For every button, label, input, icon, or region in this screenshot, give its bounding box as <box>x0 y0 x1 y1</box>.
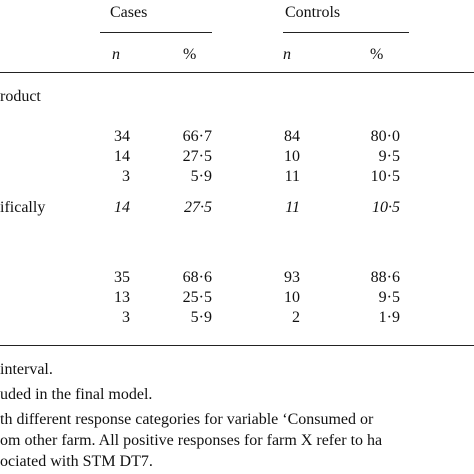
group-rule <box>100 32 212 33</box>
cell: 68·6 <box>182 269 212 286</box>
cell: 2 <box>292 309 300 326</box>
column-header: % <box>183 46 197 63</box>
column-header: % <box>370 46 384 63</box>
row-label: roduct <box>0 88 41 105</box>
cell: 10·5 <box>370 168 400 185</box>
cell: 25·5 <box>182 289 212 306</box>
cell: 34 <box>114 128 130 145</box>
cell: 10·5 <box>372 199 400 216</box>
cell: 27·5 <box>184 199 212 216</box>
cell: 3 <box>122 309 130 326</box>
footnote: interval. <box>0 361 53 378</box>
footnote: om other farm. All positive responses fo… <box>0 432 383 449</box>
cell: 3 <box>122 168 130 185</box>
cell: 80·0 <box>370 128 400 145</box>
footnote: uded in the final model. <box>0 386 153 403</box>
group-header: Cases <box>110 4 148 21</box>
cell: 88·6 <box>370 269 400 286</box>
footnote: ociated with STM DT7. <box>0 453 153 470</box>
cell: 13 <box>114 289 130 306</box>
group-rule <box>283 32 409 33</box>
cell: 1·9 <box>378 309 400 326</box>
cell: 11 <box>285 199 300 216</box>
row-label: ifically <box>0 199 46 216</box>
cell: 93 <box>284 269 300 286</box>
group-header: Controls <box>285 4 341 21</box>
cell: 84 <box>284 128 300 145</box>
cell: 10 <box>284 289 300 306</box>
table-rule <box>0 345 474 346</box>
cell: 27·5 <box>182 148 212 165</box>
header-rule <box>0 72 474 73</box>
cell: 5·9 <box>190 168 212 185</box>
cell: 66·7 <box>182 128 212 145</box>
cell: 35 <box>114 269 130 286</box>
column-header: n <box>283 46 291 63</box>
cell: 11 <box>284 168 300 185</box>
cell: 5·9 <box>190 309 212 326</box>
cell: 14 <box>114 199 130 216</box>
cell: 10 <box>284 148 300 165</box>
column-header: n <box>112 46 120 63</box>
cell: 14 <box>114 148 130 165</box>
cell: 9·5 <box>378 148 400 165</box>
cell: 9·5 <box>378 289 400 306</box>
footnote: th different response categories for var… <box>0 411 374 428</box>
